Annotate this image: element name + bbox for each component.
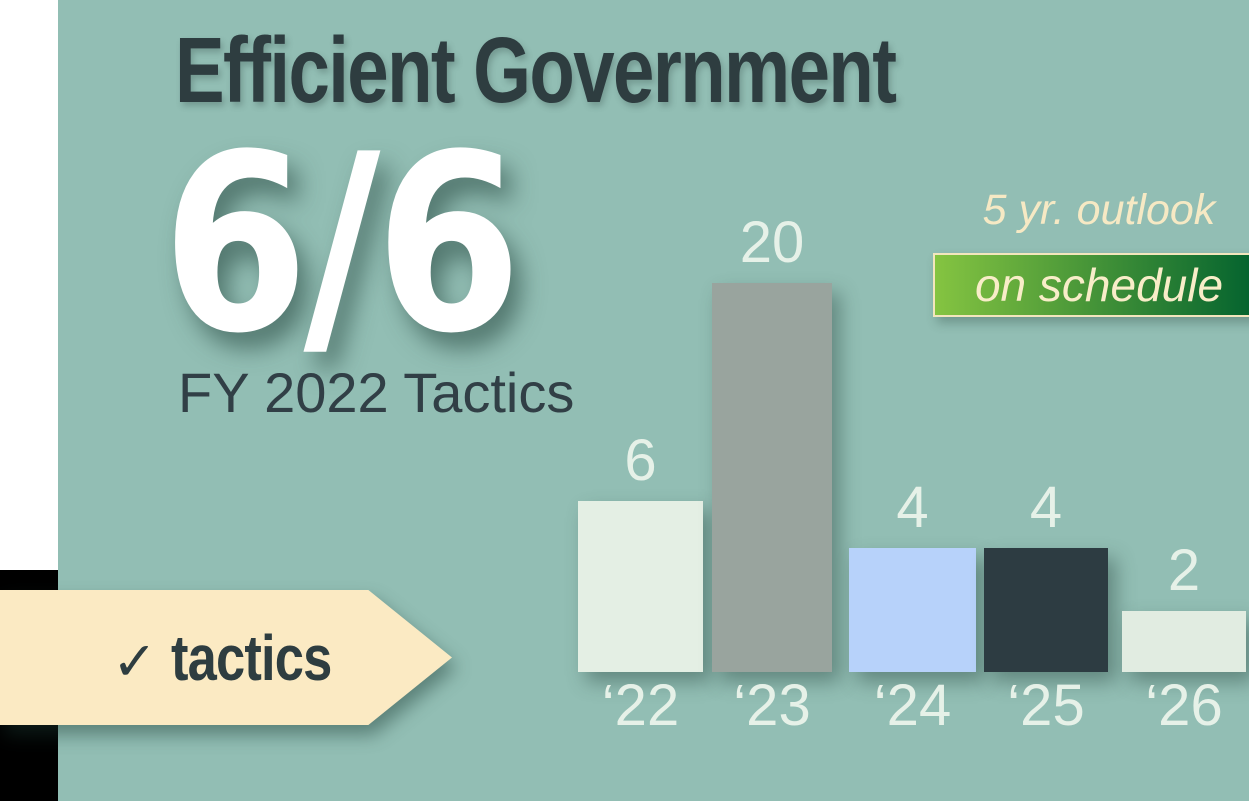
status-badge: on schedule [933, 253, 1249, 317]
ribbon-label: tactics [171, 621, 332, 694]
chart-bar-4 [984, 548, 1108, 672]
outlook-label: 5 yr. outlook [982, 186, 1216, 234]
bar-value-label: 4 [1029, 475, 1063, 540]
tactics-ribbon: ✓ tactics [0, 590, 452, 725]
chart-bar-3 [849, 548, 976, 672]
score-caption: FY 2022 Tactics [178, 361, 575, 424]
bar-value-label: 20 [739, 210, 805, 275]
bar-category-label: ‘23 [733, 673, 811, 738]
chart-bar-5 [1122, 611, 1246, 672]
page-title: Efficient Government [175, 18, 897, 122]
bar-category-label: ‘25 [1007, 673, 1085, 738]
bar-value-label: 4 [896, 475, 929, 540]
chart-bar-1 [578, 501, 703, 672]
bar-category-label: ‘22 [601, 673, 680, 738]
chart-bar-2 [712, 283, 832, 672]
status-badge-text: on schedule [974, 259, 1224, 311]
bar-chart: 6 ‘22 20 ‘23 4 ‘24 4 ‘25 2 ‘26 [58, 0, 1249, 801]
bar-category-label: ‘26 [1145, 673, 1223, 738]
checkmark-icon: ✓ [112, 629, 158, 693]
score-value: 6/6 [162, 102, 522, 387]
tactics-ribbon-arrow: ✓ tactics [0, 590, 452, 725]
bar-value-label: 2 [1167, 538, 1201, 603]
bar-value-label: 6 [624, 428, 657, 493]
bar-category-label: ‘24 [873, 673, 952, 738]
